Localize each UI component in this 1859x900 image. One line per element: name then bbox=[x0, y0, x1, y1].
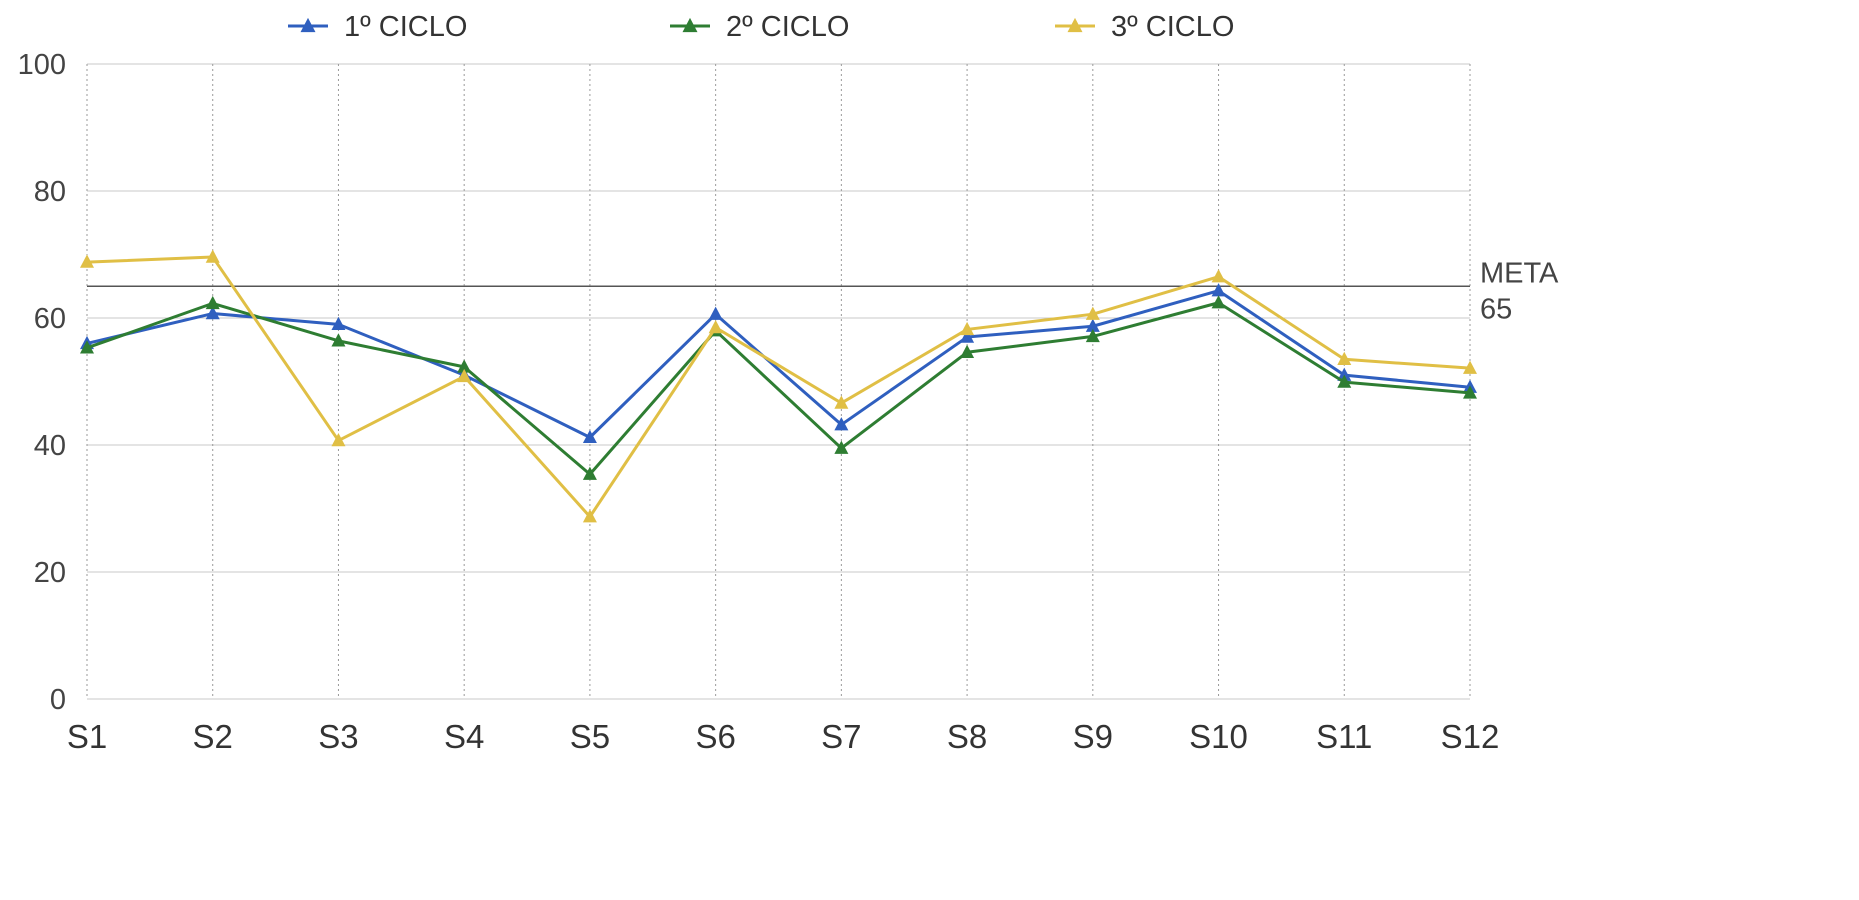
x-tick-label: S10 bbox=[1189, 718, 1248, 755]
data-point-marker bbox=[1085, 306, 1100, 320]
data-point-marker bbox=[331, 432, 346, 447]
data-point-marker bbox=[457, 368, 472, 383]
data-point-marker bbox=[708, 306, 723, 320]
x-tick-label: S1 bbox=[67, 718, 107, 755]
data-point-marker bbox=[1337, 367, 1352, 381]
data-point-marker bbox=[1085, 318, 1100, 332]
y-tick-label: 0 bbox=[50, 684, 66, 716]
data-point-marker bbox=[834, 440, 849, 454]
x-tick-label: S7 bbox=[821, 718, 861, 755]
x-tick-label: S3 bbox=[318, 718, 358, 755]
x-tick-label: S4 bbox=[444, 718, 484, 755]
series-line bbox=[86, 255, 1471, 519]
data-point-marker bbox=[331, 333, 346, 347]
data-point-marker bbox=[457, 359, 472, 373]
legend-marker-icon bbox=[1067, 17, 1083, 33]
data-point-marker bbox=[80, 254, 94, 268]
series-line bbox=[86, 289, 1471, 439]
y-tick-label: 100 bbox=[18, 49, 66, 81]
x-tick-label: S11 bbox=[1316, 718, 1372, 755]
legend-label: 3º CICLO bbox=[1111, 11, 1234, 43]
legend-marker-icon bbox=[682, 17, 698, 33]
legend-item: 3º CICLO bbox=[1055, 11, 1234, 43]
data-point-marker bbox=[1337, 351, 1352, 365]
data-point-marker bbox=[582, 429, 597, 444]
x-tick-label: S6 bbox=[695, 718, 735, 755]
data-point-marker bbox=[960, 321, 975, 336]
series-1 bbox=[80, 283, 1477, 444]
series-line bbox=[86, 301, 1471, 476]
data-point-marker bbox=[1211, 283, 1226, 297]
data-point-marker bbox=[960, 344, 975, 358]
x-tick-label: S5 bbox=[570, 718, 610, 755]
data-point-marker bbox=[1463, 385, 1477, 399]
data-point-marker bbox=[960, 329, 975, 343]
data-point-marker bbox=[80, 340, 94, 354]
x-tick-label: S9 bbox=[1073, 718, 1113, 755]
data-point-marker bbox=[1211, 269, 1226, 283]
data-point-marker bbox=[582, 466, 597, 480]
legend-item: 2º CICLO bbox=[670, 11, 849, 43]
data-point-marker bbox=[331, 316, 346, 331]
y-tick-label: 80 bbox=[34, 176, 66, 208]
y-tick-label: 40 bbox=[34, 430, 66, 462]
meta-value-label: 65 bbox=[1480, 293, 1512, 325]
data-point-marker bbox=[205, 305, 220, 320]
x-tick-label: S8 bbox=[947, 718, 987, 755]
meta-label: META bbox=[1480, 257, 1559, 289]
series-3 bbox=[80, 249, 1477, 523]
legend-marker-icon bbox=[300, 17, 316, 33]
grid-lines bbox=[86, 63, 1471, 700]
data-point-marker bbox=[205, 295, 220, 310]
data-point-marker bbox=[1085, 328, 1100, 343]
legend-label: 2º CICLO bbox=[726, 11, 849, 43]
data-point-marker bbox=[708, 319, 723, 334]
legend-item: 1º CICLO bbox=[288, 11, 467, 43]
data-point-marker bbox=[1211, 295, 1226, 309]
data-point-marker bbox=[1463, 360, 1477, 374]
y-tick-label: 20 bbox=[34, 557, 66, 589]
data-point-marker bbox=[1337, 374, 1352, 388]
data-point-marker bbox=[582, 509, 597, 523]
data-point-marker bbox=[834, 417, 849, 431]
data-point-marker bbox=[205, 249, 220, 263]
data-point-marker bbox=[834, 395, 849, 409]
x-tick-label: S12 bbox=[1441, 718, 1500, 755]
x-tick-label: S2 bbox=[193, 718, 233, 755]
legend-label: 1º CICLO bbox=[344, 11, 467, 43]
y-tick-label: 60 bbox=[34, 303, 66, 335]
legend: 1º CICLO 2º CICLO 3º CICLO bbox=[288, 11, 1234, 43]
